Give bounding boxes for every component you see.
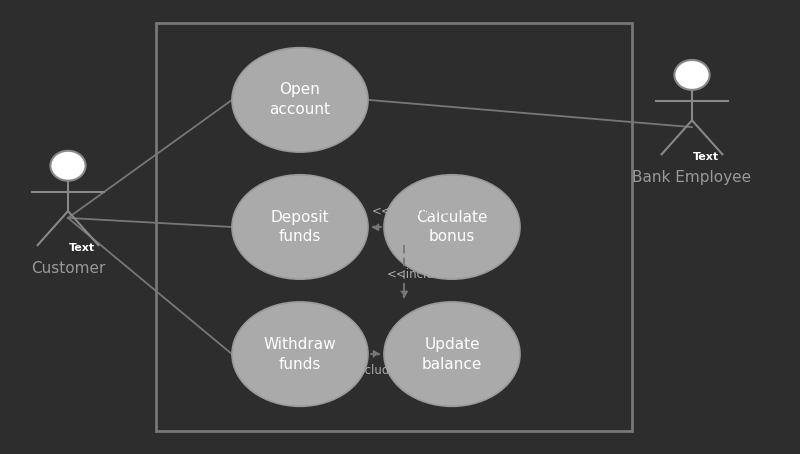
Ellipse shape (232, 302, 368, 406)
Ellipse shape (232, 175, 368, 279)
Text: Text: Text (694, 152, 719, 162)
Text: Deposit
funds: Deposit funds (270, 210, 330, 244)
Text: <<include>>: <<include>> (335, 364, 417, 376)
Text: <<include>>: <<include>> (387, 268, 469, 281)
Text: <<extend>>: <<extend>> (372, 205, 452, 217)
Ellipse shape (384, 175, 520, 279)
Text: Withdraw
funds: Withdraw funds (264, 337, 336, 371)
Text: Customer: Customer (31, 261, 105, 276)
Text: Calculate
bonus: Calculate bonus (416, 210, 488, 244)
Text: Bank Employee: Bank Employee (633, 170, 751, 185)
Text: Update
balance: Update balance (422, 337, 482, 371)
Text: Open
account: Open account (270, 83, 330, 117)
Ellipse shape (50, 151, 86, 181)
Ellipse shape (232, 48, 368, 152)
FancyBboxPatch shape (156, 23, 632, 431)
Ellipse shape (384, 302, 520, 406)
Ellipse shape (674, 60, 710, 90)
Text: Text: Text (70, 243, 95, 253)
